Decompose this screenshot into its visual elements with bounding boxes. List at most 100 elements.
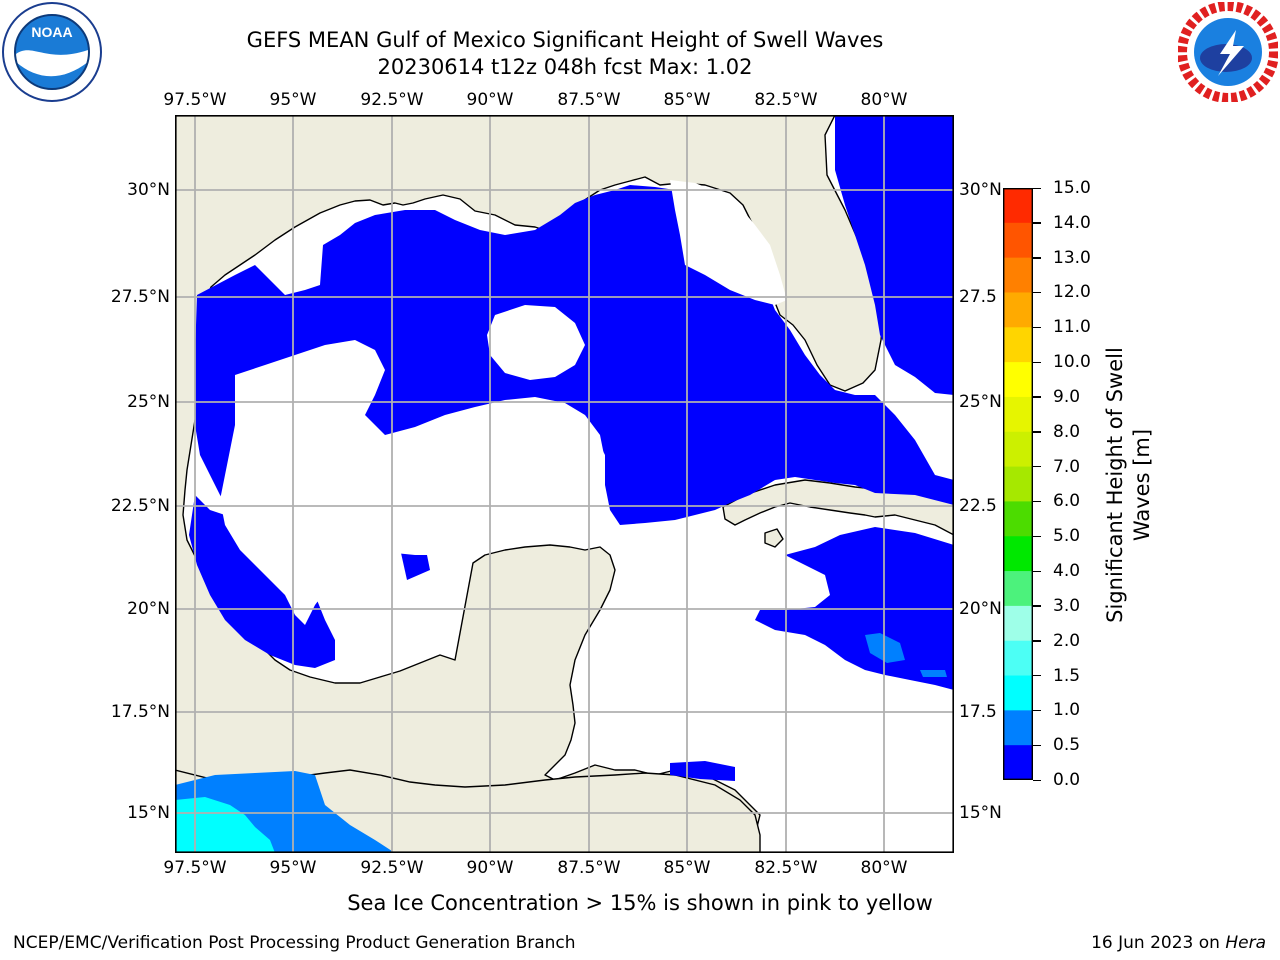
lon-label: 82.5°W <box>754 90 818 110</box>
no-data-gulf-east <box>670 180 787 305</box>
lon-label: 85°W <box>663 858 711 878</box>
lat-label: 30°N <box>959 180 1002 200</box>
colorbar-tick-label: 1.0 <box>1053 700 1081 721</box>
colorbar-segment <box>1003 257 1033 293</box>
colorbar-segment <box>1003 710 1033 746</box>
colorbar-segment <box>1003 675 1033 711</box>
footer-host: Hera <box>1225 933 1266 953</box>
lat-label: 25°N <box>959 392 1002 412</box>
colorbar-tick-label: 11.0 <box>1053 317 1091 338</box>
swell-region-caribbean-high <box>175 797 275 853</box>
colorbar-tick <box>1033 744 1041 747</box>
colorbar-tick <box>1033 640 1041 642</box>
colorbar-tick-label: 14.0 <box>1053 212 1091 233</box>
land-isle-of-youth <box>764 528 784 548</box>
swell-region-jamaica-mid <box>920 670 947 677</box>
colorbar-tick-label: 1.5 <box>1053 665 1081 686</box>
no-data-loop-current <box>487 305 585 380</box>
colorbar-tick <box>1033 187 1041 189</box>
colorbar-tick-label: 8.0 <box>1053 421 1081 442</box>
lon-label: 95°W <box>269 90 317 110</box>
svg-text:NOAA: NOAA <box>31 24 72 40</box>
colorbar-frame <box>1003 188 1033 780</box>
swell-fill-none <box>220 180 787 625</box>
colorbar-tick-label: 2.0 <box>1053 630 1081 651</box>
swell-region-cayman-mid <box>865 633 905 663</box>
colorbar-tick-label: 3.0 <box>1053 595 1081 616</box>
colorbar-tick-label: 4.0 <box>1053 561 1081 582</box>
colorbar-segment <box>1003 605 1033 642</box>
colorbar-tick <box>1033 605 1041 607</box>
lon-label: 87.5°W <box>557 858 621 878</box>
lat-label: 22.5°N <box>110 496 170 516</box>
no-data-gulf-center <box>220 340 605 625</box>
colorbar-segment <box>1003 501 1033 537</box>
lat-label: 22.5 <box>959 496 997 516</box>
colorbar-tick-label: 10.0 <box>1053 352 1091 373</box>
lon-label: 97.5°W <box>163 858 227 878</box>
lon-label: 95°W <box>269 858 317 878</box>
nws-logo <box>1178 2 1278 102</box>
lat-label: 25°N <box>127 392 170 412</box>
colorbar-segment <box>1003 396 1033 433</box>
lon-label: 87.5°W <box>557 90 621 110</box>
lon-label: 85°W <box>663 90 711 110</box>
colorbar-tick <box>1033 326 1041 329</box>
colorbar-tick-label: 6.0 <box>1053 491 1081 512</box>
colorbar-tick-label: 9.0 <box>1053 386 1081 407</box>
lat-label: 20°N <box>959 599 1002 619</box>
chart-title: GEFS MEAN Gulf of Mexico Significant Hei… <box>246 28 884 52</box>
lat-label: 15°N <box>127 803 170 823</box>
colorbar-tick-label: 7.0 <box>1053 456 1081 477</box>
sea-ice-caption: Sea Ice Concentration > 15% is shown in … <box>347 891 933 915</box>
colorbar-segment <box>1003 536 1033 572</box>
lon-label: 80°W <box>860 90 908 110</box>
colorbar-segment <box>1003 571 1033 607</box>
colorbar-tick-label: 0.0 <box>1053 770 1081 790</box>
colorbar-tick-label: 15.0 <box>1053 178 1091 198</box>
colorbar-segment <box>1003 292 1033 328</box>
lon-label: 80°W <box>860 858 908 878</box>
noaa-logo: NOAA <box>2 2 102 102</box>
lon-label: 90°W <box>466 90 514 110</box>
colorbar-tick <box>1033 500 1041 503</box>
colorbar-tick-label: 5.0 <box>1053 526 1081 547</box>
colorbar-segment <box>1003 327 1033 363</box>
colorbar-tick <box>1033 570 1041 572</box>
colorbar-tick-label: 12.0 <box>1053 282 1091 303</box>
lon-label: 90°W <box>466 858 514 878</box>
gulf-of-mexico-map <box>175 115 954 853</box>
colorbar-segment <box>1003 431 1033 468</box>
swell-fill-high <box>175 797 275 853</box>
lon-label: 92.5°W <box>360 90 424 110</box>
colorbar-tick-label: 13.0 <box>1053 247 1091 268</box>
lat-label: 20°N <box>127 599 170 619</box>
colorbar-segment <box>1003 640 1033 677</box>
lon-label: 92.5°W <box>360 858 424 878</box>
colorbar-tick <box>1033 709 1041 712</box>
colorbar-segment <box>1003 466 1033 502</box>
colorbar <box>1003 188 1033 780</box>
colorbar-tick <box>1033 222 1041 224</box>
lat-label: 27.5 <box>959 287 997 307</box>
colorbar-segment <box>1003 222 1033 259</box>
lat-label: 17.5 <box>959 702 997 722</box>
colorbar-title: Significant Height of Swell Waves [m] <box>1103 347 1154 623</box>
lat-label: 17.5°N <box>110 702 170 722</box>
colorbar-segment <box>1003 362 1033 398</box>
lat-label: 30°N <box>127 180 170 200</box>
colorbar-segment <box>1003 188 1033 224</box>
colorbar-tick <box>1033 466 1041 468</box>
colorbar-tick <box>1033 675 1041 677</box>
colorbar-tick <box>1033 779 1041 781</box>
footer-branch: NCEP/EMC/Verification Post Processing Pr… <box>13 933 576 953</box>
colorbar-tick <box>1033 291 1041 294</box>
colorbar-tick <box>1033 431 1041 433</box>
lon-label: 82.5°W <box>754 858 818 878</box>
colorbar-tick <box>1033 361 1041 363</box>
colorbar-segment <box>1003 745 1033 780</box>
swell-region-mexico-coast <box>189 495 335 668</box>
footer-date: 16 Jun 2023 on Hera <box>1091 933 1266 953</box>
footer-date-text: 16 Jun 2023 on <box>1091 933 1226 953</box>
lat-label: 27.5°N <box>110 287 170 307</box>
